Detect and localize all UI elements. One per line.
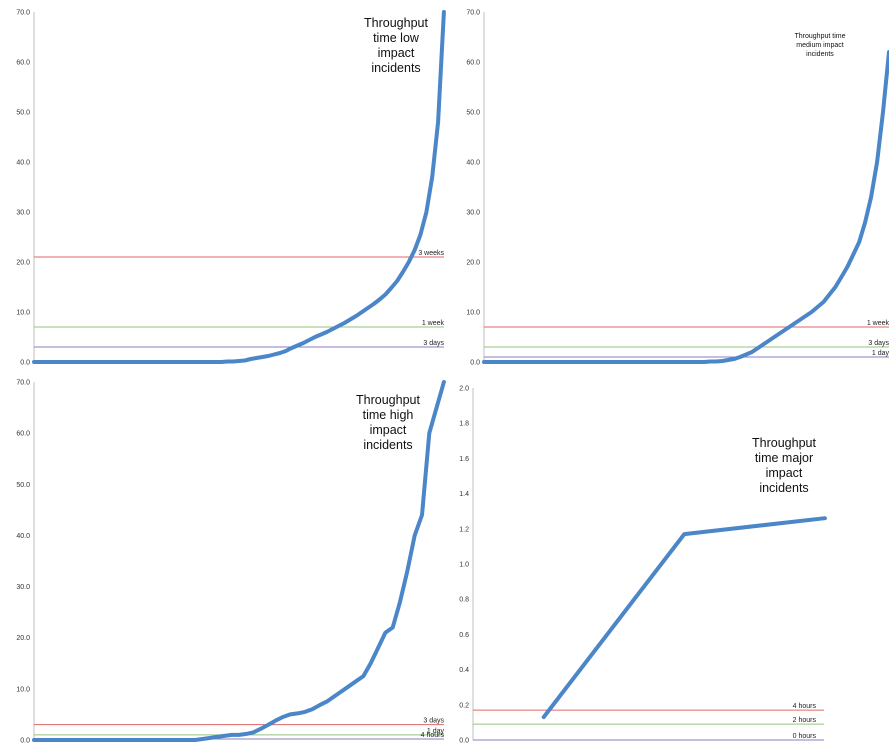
y-tick-label: 2.0 [459, 386, 469, 393]
reference-line-label: 2 hours [793, 717, 817, 724]
series-line [541, 516, 827, 720]
y-tick-label: 20.0 [466, 260, 480, 267]
series-line [482, 50, 889, 364]
y-tick-label: 30.0 [16, 210, 30, 217]
y-tick-label: 50.0 [16, 482, 30, 489]
chart-title-line: incidents [371, 61, 420, 75]
chart-title-line: time high [363, 408, 414, 422]
chart-title: Throughput time high impact incidents [356, 393, 420, 452]
y-tick-label: 70.0 [466, 10, 480, 17]
y-tick-label: 10.0 [16, 310, 30, 317]
chart-title-line: Throughput time [795, 33, 846, 40]
series-line [32, 380, 446, 742]
y-tick-label: 40.0 [16, 533, 30, 540]
series-line [32, 10, 446, 364]
y-tick-label: 30.0 [16, 584, 30, 591]
y-tick-label: 0.8 [459, 597, 469, 604]
chart-title-line: medium impact [796, 42, 844, 49]
chart-title-line: Throughput [752, 436, 816, 450]
y-tick-label: 40.0 [466, 160, 480, 167]
y-tick-label: 50.0 [16, 110, 30, 117]
y-tick-label: 10.0 [16, 686, 30, 693]
chart-title-line: time low [373, 31, 420, 45]
chart-medium-impact: 0.0 10.0 20.0 30.0 40.0 50.0 60.0 70.0 1 week 3 d… [466, 10, 889, 367]
chart-title-line: Throughput [356, 393, 420, 407]
chart-title-line: impact [766, 466, 803, 480]
reference-line-label: 3 days [423, 340, 444, 347]
y-tick-label: 60.0 [16, 60, 30, 67]
y-tick-label: 60.0 [466, 60, 480, 67]
y-tick-label: 1.6 [459, 456, 469, 463]
reference-line-label: 3 weeks [418, 250, 444, 257]
y-tick-label: 1.8 [459, 421, 469, 428]
chart-title-line: incidents [759, 481, 808, 495]
chart-title-line: Throughput [364, 16, 428, 30]
chart-low-impact: 0.0 10.0 20.0 30.0 40.0 50.0 60.0 70.0 3 weeks 1 … [16, 10, 446, 367]
y-tick-label: 0.0 [459, 738, 469, 744]
y-tick-label: 0.0 [20, 738, 30, 744]
y-tick-label: 20.0 [16, 260, 30, 267]
chart-title-line: impact [370, 423, 407, 437]
chart-title-line: time major [755, 451, 813, 465]
y-tick-label: 0.0 [470, 360, 480, 367]
y-tick-label: 40.0 [16, 160, 30, 167]
y-tick-label: 70.0 [16, 380, 30, 387]
y-tick-label: 30.0 [466, 210, 480, 217]
y-tick-label: 1.0 [459, 562, 469, 569]
y-tick-label: 60.0 [16, 431, 30, 438]
chart-title-line: impact [378, 46, 415, 60]
reference-line-label: 4 hours [421, 732, 445, 739]
chart-title: Throughput time major impact incidents [752, 436, 816, 495]
y-tick-label: 0.6 [459, 632, 469, 639]
y-tick-label: 0.0 [20, 360, 30, 367]
chart-title: Throughput time low impact incidents [364, 16, 428, 75]
reference-line-label: 4 hours [793, 703, 817, 710]
reference-line-label: 1 day [872, 350, 889, 357]
chart-high-impact: 0.0 10.0 20.0 30.0 40.0 50.0 60.0 70.0 3 days 1 d… [16, 380, 446, 744]
reference-line-label: 3 days [423, 718, 444, 725]
chart-title: Throughput time medium impact incidents [795, 33, 846, 58]
y-tick-label: 70.0 [16, 10, 30, 17]
reference-line-label: 3 days [868, 340, 889, 347]
chart-major-impact: 0.0 0.2 0.4 0.6 0.8 1.0 1.2 1.4 1.6 1.8 2.0 4 hours… [459, 386, 827, 744]
chart-title-line: incidents [806, 51, 834, 58]
y-tick-label: 0.2 [459, 702, 469, 709]
chart-title-line: incidents [363, 438, 412, 452]
y-tick-label: 1.4 [459, 491, 469, 498]
reference-line-label: 1 week [422, 320, 445, 327]
y-tick-label: 1.2 [459, 526, 469, 533]
y-tick-label: 10.0 [466, 310, 480, 317]
y-tick-label: 20.0 [16, 635, 30, 642]
y-tick-label: 50.0 [466, 110, 480, 117]
reference-line-label: 1 day [427, 728, 445, 735]
y-tick-label: 0.4 [459, 667, 469, 674]
reference-line-label: 0 hours [793, 733, 817, 740]
reference-line-label: 1 week [867, 320, 889, 327]
